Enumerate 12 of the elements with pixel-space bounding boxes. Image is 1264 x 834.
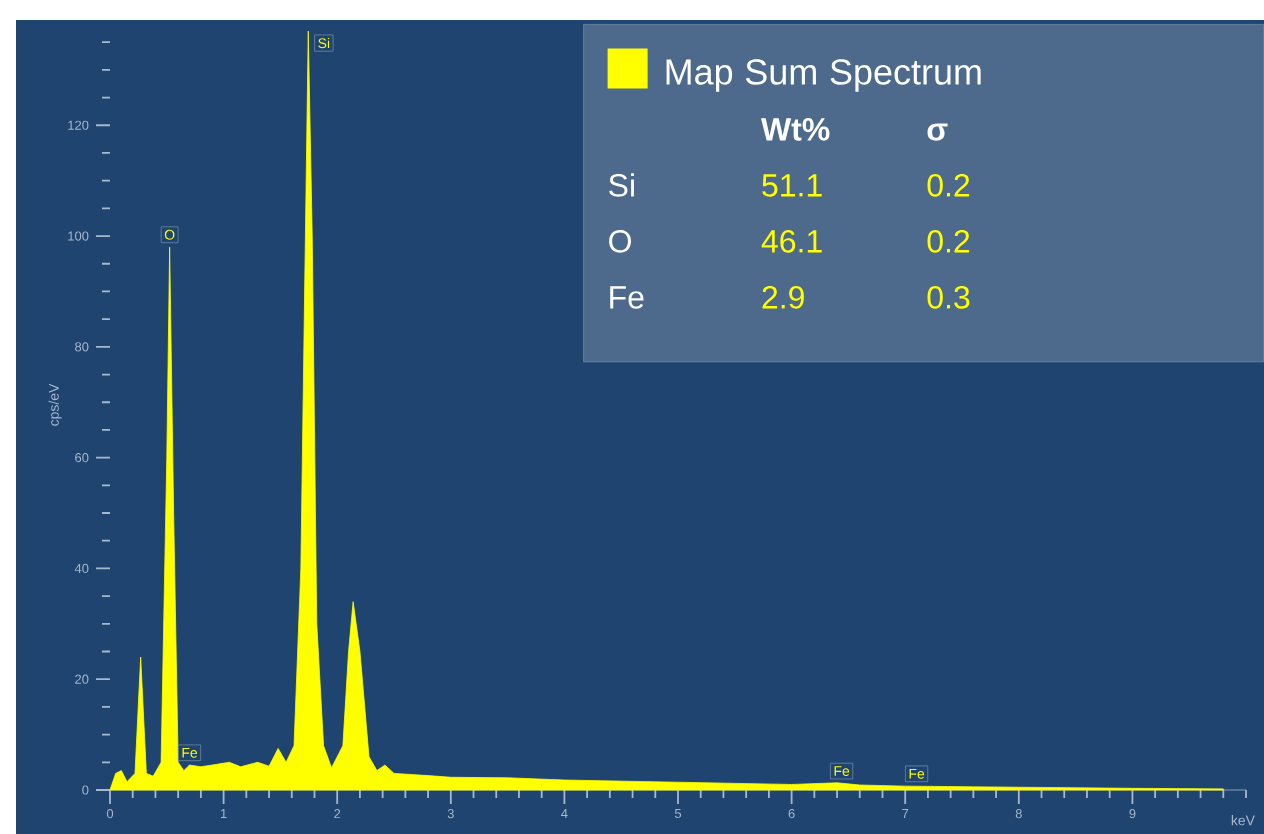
annotation: σ: [927, 123, 948, 141]
annotation: Wt%: [760, 118, 830, 141]
annotation: 2.9: [762, 286, 804, 309]
annotation: Si: [609, 173, 634, 197]
annotation: 0.2: [927, 230, 970, 253]
annotation: 0.2: [927, 174, 970, 197]
annotation: 0.3: [927, 286, 970, 309]
legend-label: Map Sum Spectrum: [666, 59, 981, 92]
annotation: O: [609, 230, 631, 253]
annotation: 51.1: [762, 174, 822, 197]
annotation: 46.1: [761, 230, 822, 253]
annotation: Fe: [610, 286, 644, 309]
